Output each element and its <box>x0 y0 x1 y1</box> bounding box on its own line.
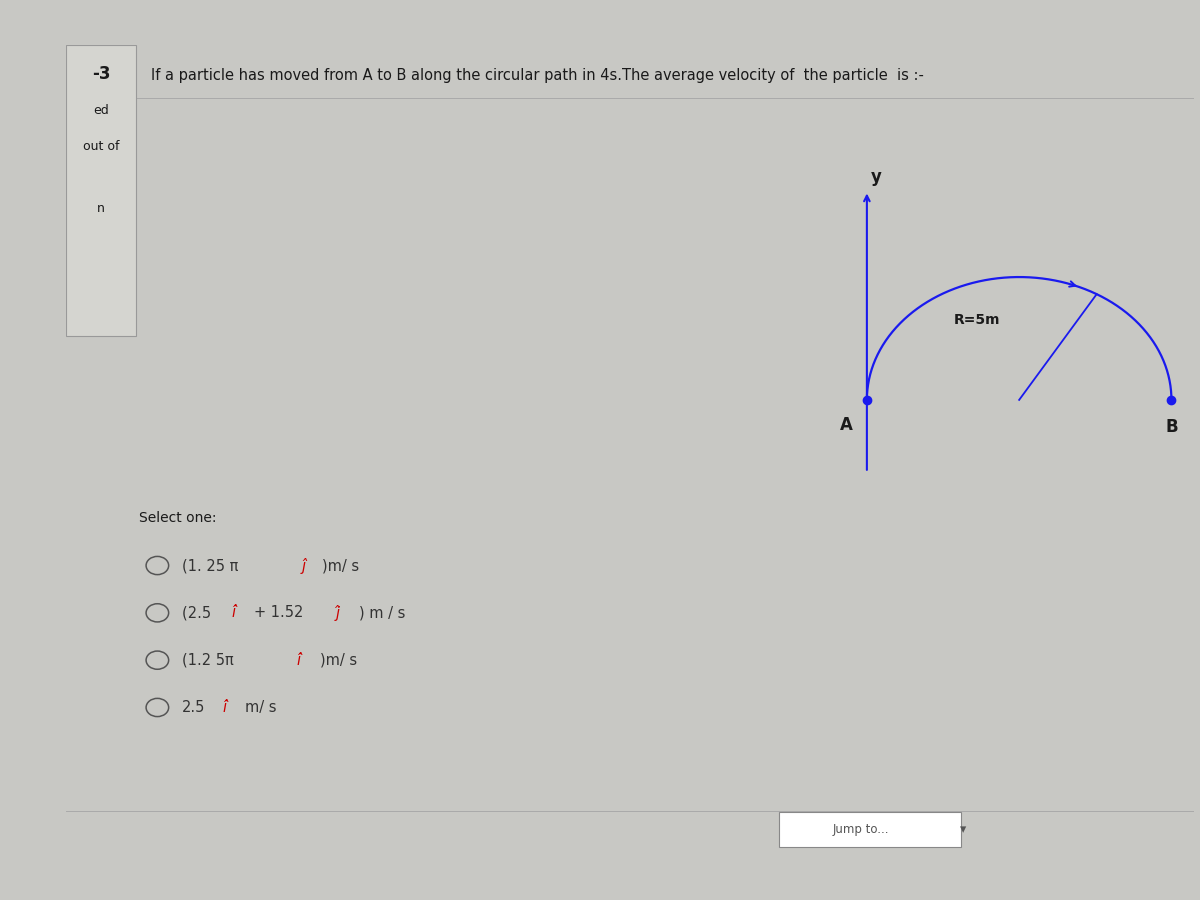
Text: B: B <box>1165 418 1177 436</box>
FancyBboxPatch shape <box>779 812 960 847</box>
Text: (1.2 5π: (1.2 5π <box>182 652 239 668</box>
Text: n: n <box>97 202 104 215</box>
Text: Jump to...: Jump to... <box>833 823 889 836</box>
Text: )m/ s: )m/ s <box>322 558 359 573</box>
Text: m/ s: m/ s <box>245 700 277 715</box>
Text: ĵ: ĵ <box>301 557 306 573</box>
Text: + 1.52: + 1.52 <box>254 606 308 620</box>
Text: y: y <box>870 168 881 186</box>
Text: If a particle has moved from A to B along the circular path in 4s.The average ve: If a particle has moved from A to B alon… <box>151 68 924 83</box>
Text: ed: ed <box>94 104 109 117</box>
Text: )m/ s: )m/ s <box>319 652 356 668</box>
Text: out of: out of <box>83 140 119 153</box>
Text: 2.5: 2.5 <box>182 700 205 715</box>
Text: ) m / s: ) m / s <box>359 606 406 620</box>
Text: î: î <box>223 700 227 715</box>
Text: (1. 25 π: (1. 25 π <box>182 558 244 573</box>
Text: R=5m: R=5m <box>953 313 1000 327</box>
Text: î: î <box>232 606 236 620</box>
Bar <box>66 45 136 337</box>
Text: î: î <box>298 652 301 668</box>
Text: ▾: ▾ <box>960 823 966 836</box>
Text: Select one:: Select one: <box>139 511 217 526</box>
Text: ĵ: ĵ <box>336 605 340 621</box>
Text: (2.5: (2.5 <box>182 606 216 620</box>
Text: A: A <box>840 417 853 435</box>
Text: -3: -3 <box>91 65 110 83</box>
